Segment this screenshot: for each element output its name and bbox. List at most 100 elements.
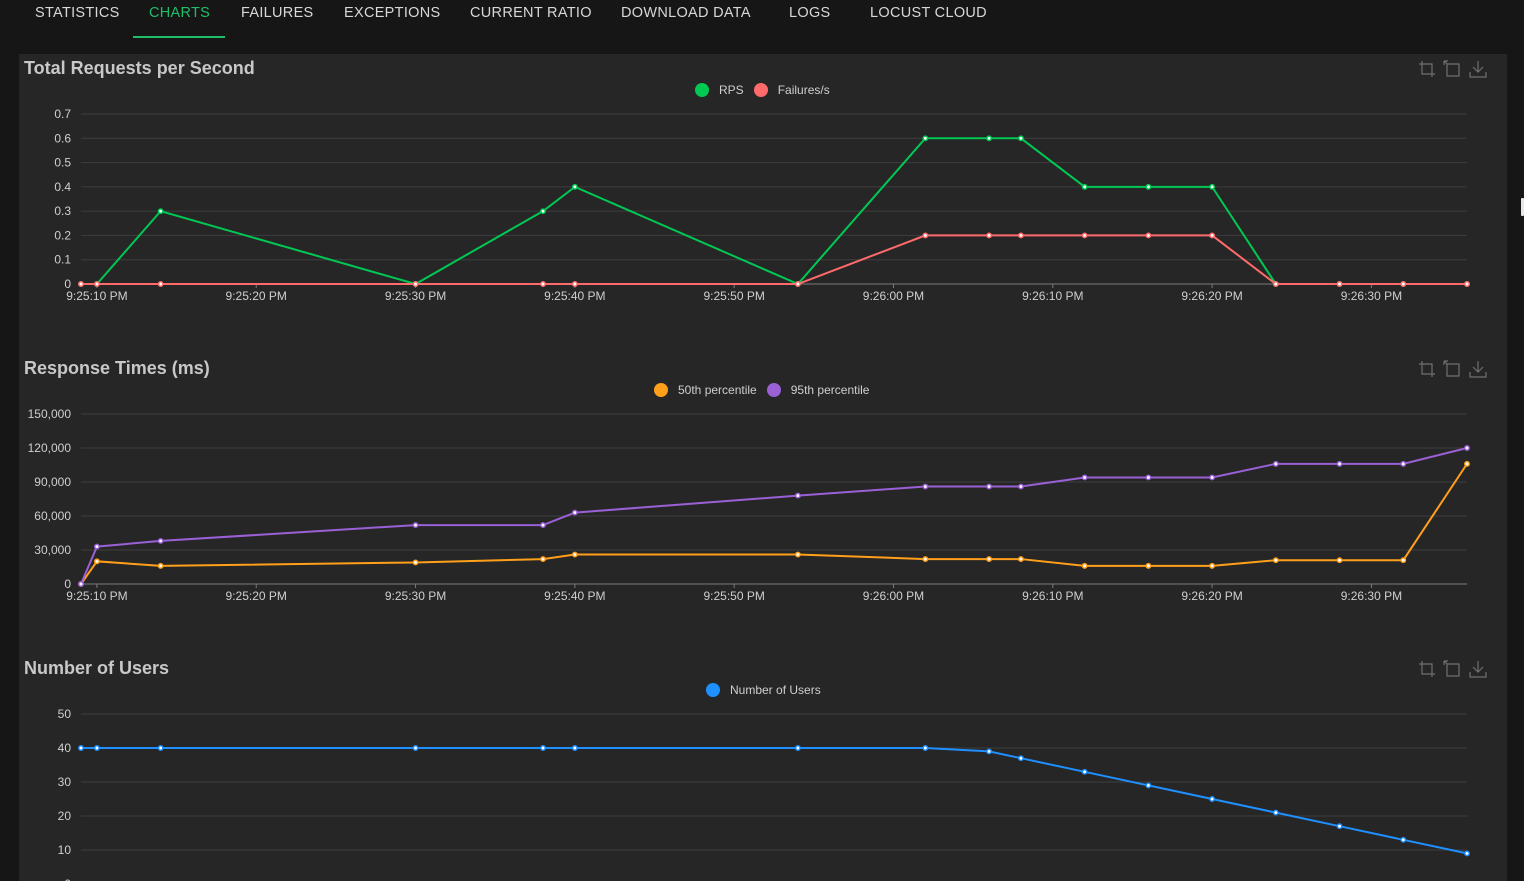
legend-item[interactable]: Number of Users bbox=[706, 683, 821, 697]
data-point bbox=[794, 551, 801, 558]
data-point bbox=[986, 232, 993, 239]
data-point bbox=[540, 208, 546, 215]
tab-bar: STATISTICS CHARTS FAILURES EXCEPTIONS CU… bbox=[0, 0, 1524, 40]
data-point bbox=[922, 232, 929, 239]
legend-label: Number of Users bbox=[730, 683, 821, 697]
legend-marker bbox=[706, 683, 720, 697]
chart-plot[interactable]: 0 10 20 30 40 50 bbox=[19, 654, 1507, 881]
data-point bbox=[1145, 782, 1152, 789]
data-point bbox=[78, 581, 84, 587]
data-point bbox=[794, 281, 801, 287]
data-point bbox=[1081, 768, 1088, 775]
x-tick-label: 9:25:50 PM bbox=[703, 589, 764, 603]
data-point bbox=[571, 745, 578, 751]
legend-item[interactable]: 95th percentile bbox=[766, 383, 870, 397]
data-point bbox=[1400, 281, 1407, 287]
data-point bbox=[571, 281, 578, 287]
chart-legend: Number of Users bbox=[706, 682, 831, 698]
zoom-icon[interactable] bbox=[1418, 60, 1436, 78]
x-tick-label: 9:26:30 PM bbox=[1341, 289, 1402, 303]
download-icon[interactable] bbox=[1469, 360, 1487, 378]
data-point bbox=[412, 745, 419, 751]
data-point bbox=[1081, 183, 1088, 190]
tab-download-data[interactable]: DOWNLOAD DATA bbox=[621, 5, 751, 21]
chart-plot[interactable]: 0 0.1 0.2 0.3 0.4 0.5 0.6 0.7 9:25:10 PM 9:25:20 … bbox=[19, 54, 1507, 354]
tab-statistics[interactable]: STATISTICS bbox=[35, 5, 120, 21]
data-point bbox=[1145, 474, 1152, 481]
chart-toolbox bbox=[1418, 660, 1493, 680]
legend-label: 95th percentile bbox=[790, 383, 870, 397]
zoom-reset-icon[interactable] bbox=[1443, 60, 1461, 78]
x-tick-label: 9:26:20 PM bbox=[1181, 589, 1242, 603]
y-tick-label: 60,000 bbox=[34, 509, 71, 523]
y-tick-label: 0.4 bbox=[54, 180, 71, 194]
legend-marker bbox=[753, 83, 768, 97]
y-tick-label: 0.3 bbox=[54, 204, 71, 218]
data-point bbox=[1209, 183, 1216, 190]
legend-marker bbox=[766, 383, 781, 397]
tab-current-ratio[interactable]: CURRENT RATIO bbox=[470, 5, 592, 21]
data-point bbox=[93, 543, 100, 550]
y-tick-label: 50 bbox=[58, 707, 72, 721]
data-point bbox=[157, 745, 164, 751]
data-point bbox=[986, 135, 993, 142]
zoom-reset-icon[interactable] bbox=[1443, 660, 1461, 678]
chart-title: Number of Users bbox=[24, 658, 170, 678]
data-point bbox=[78, 281, 84, 287]
data-point bbox=[412, 522, 419, 529]
data-point bbox=[1209, 562, 1216, 569]
y-tick-label: 150,000 bbox=[28, 407, 72, 421]
data-point bbox=[1272, 809, 1279, 816]
data-point bbox=[1017, 135, 1024, 142]
y-tick-label: 0 bbox=[64, 277, 71, 291]
data-point bbox=[1272, 460, 1279, 467]
legend-item[interactable]: Failures/s bbox=[753, 83, 830, 97]
charts-panel: Total Requests per Second RPS Failures/s… bbox=[19, 54, 1507, 881]
data-point bbox=[93, 558, 100, 565]
data-point bbox=[571, 551, 578, 558]
data-point bbox=[986, 556, 993, 563]
y-tick-label: 20 bbox=[58, 809, 72, 823]
legend-item[interactable]: 50th percentile bbox=[654, 383, 757, 397]
data-point bbox=[1336, 460, 1343, 467]
zoom-reset-icon[interactable] bbox=[1443, 360, 1461, 378]
data-point bbox=[540, 556, 546, 563]
zoom-icon[interactable] bbox=[1418, 660, 1436, 678]
chart-title: Response Times (ms) bbox=[24, 358, 210, 378]
data-point bbox=[1400, 836, 1407, 843]
chart-legend: 50th percentile 95th percentile bbox=[654, 382, 879, 398]
data-point bbox=[1209, 474, 1216, 481]
chart-plot[interactable]: 0 30,000 60,000 90,000 120,000 150,000 9:25:10… bbox=[19, 354, 1507, 654]
data-point bbox=[1081, 562, 1088, 569]
data-point bbox=[1209, 232, 1216, 239]
y-tick-label: 0.2 bbox=[54, 228, 71, 242]
data-point bbox=[1400, 557, 1407, 564]
tab-charts[interactable]: CHARTS bbox=[133, 5, 225, 38]
data-point bbox=[157, 281, 164, 287]
data-point bbox=[1081, 474, 1088, 481]
tab-failures[interactable]: FAILURES bbox=[241, 5, 314, 21]
data-point bbox=[93, 745, 100, 751]
data-point bbox=[412, 281, 419, 287]
data-point bbox=[1017, 232, 1024, 239]
x-tick-label: 9:25:50 PM bbox=[703, 289, 764, 303]
tab-logs[interactable]: LOGS bbox=[789, 5, 831, 21]
data-point bbox=[1145, 562, 1152, 569]
zoom-icon[interactable] bbox=[1418, 360, 1436, 378]
chart-legend: RPS Failures/s bbox=[695, 82, 840, 98]
y-tick-label: 40 bbox=[58, 741, 72, 755]
tab-locust-cloud[interactable]: LOCUST CLOUD bbox=[870, 5, 987, 21]
legend-label: RPS bbox=[719, 83, 744, 97]
data-point bbox=[1145, 232, 1152, 239]
tab-exceptions[interactable]: EXCEPTIONS bbox=[344, 5, 441, 21]
y-tick-label: 0.6 bbox=[54, 131, 71, 145]
data-point bbox=[986, 483, 993, 490]
data-point bbox=[922, 745, 929, 751]
download-icon[interactable] bbox=[1469, 60, 1487, 78]
chart-number-of-users: Number of Users Number of Users 0 10 20 30 4… bbox=[19, 654, 1507, 881]
download-icon[interactable] bbox=[1469, 660, 1487, 678]
scrollbar-indicator[interactable] bbox=[1521, 198, 1524, 216]
data-point bbox=[1464, 460, 1470, 467]
data-point bbox=[540, 522, 546, 529]
legend-item[interactable]: RPS bbox=[695, 83, 744, 97]
